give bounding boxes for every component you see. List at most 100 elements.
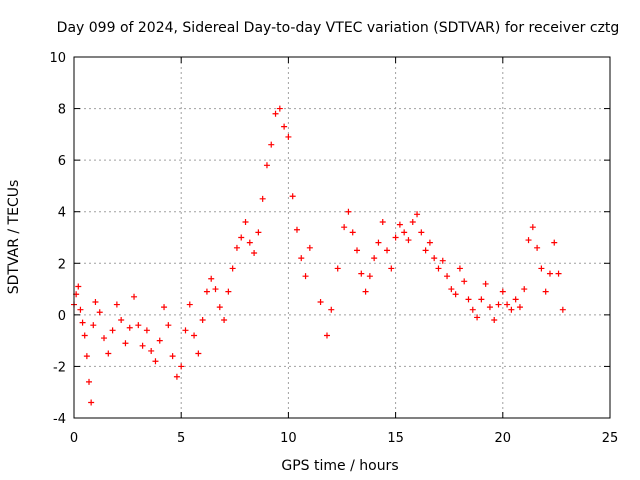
y-tick-label: -4 xyxy=(53,412,66,427)
x-tick-label: 25 xyxy=(602,431,619,446)
y-tick-label: 8 xyxy=(58,103,66,118)
x-axis-label: GPS time / hours xyxy=(281,458,398,474)
data-point xyxy=(328,306,335,313)
data-point xyxy=(444,273,451,280)
data-point xyxy=(165,322,172,329)
data-point xyxy=(525,237,532,244)
data-point xyxy=(542,288,549,295)
data-point xyxy=(182,327,189,334)
data-point xyxy=(546,270,553,277)
data-point xyxy=(75,283,82,290)
y-axis-label: SDTVAR / TECUs xyxy=(6,180,22,295)
data-point xyxy=(448,286,455,293)
data-point xyxy=(289,193,296,200)
data-point xyxy=(426,239,433,246)
data-point xyxy=(101,335,108,342)
data-point xyxy=(345,208,352,215)
data-point xyxy=(298,255,305,262)
y-tick-label: 0 xyxy=(58,309,66,324)
data-point xyxy=(431,255,438,262)
x-tick-label: 20 xyxy=(495,431,512,446)
data-point xyxy=(512,296,519,303)
data-point xyxy=(152,358,159,365)
data-point xyxy=(362,288,369,295)
data-point xyxy=(538,265,545,272)
data-point xyxy=(371,255,378,262)
data-point xyxy=(465,296,472,303)
data-point xyxy=(384,247,391,254)
data-point xyxy=(551,239,558,246)
data-point xyxy=(293,226,300,233)
data-point xyxy=(246,239,253,246)
plot-frame xyxy=(73,56,611,419)
data-point xyxy=(90,322,97,329)
data-point xyxy=(92,298,99,305)
data-point xyxy=(435,265,442,272)
data-point xyxy=(409,219,416,226)
data-point xyxy=(255,229,262,236)
x-tick-label: 10 xyxy=(280,431,297,446)
data-point xyxy=(251,249,258,256)
data-point xyxy=(148,347,155,354)
data-point xyxy=(135,322,142,329)
data-point xyxy=(161,304,168,311)
data-point xyxy=(113,301,120,308)
data-point xyxy=(482,280,489,287)
data-point xyxy=(474,314,481,321)
data-point xyxy=(529,224,536,231)
data-point xyxy=(77,306,84,313)
data-point xyxy=(306,244,313,251)
data-point xyxy=(396,221,403,228)
data-layer xyxy=(71,105,566,406)
data-point xyxy=(86,378,93,385)
data-point xyxy=(143,327,150,334)
data-point xyxy=(225,288,232,295)
y-tick-label: 10 xyxy=(49,51,66,66)
data-point xyxy=(534,244,541,251)
data-point xyxy=(452,291,459,298)
data-point xyxy=(354,247,361,254)
data-point xyxy=(334,265,341,272)
tick-layer: 0 5 10 15 20 25 -4 -2 0 2 4 6 8 10 xyxy=(49,51,618,446)
data-point xyxy=(88,399,95,406)
data-point xyxy=(81,332,88,339)
data-point xyxy=(341,224,348,231)
data-point xyxy=(122,340,129,347)
data-point xyxy=(216,304,223,311)
data-point xyxy=(276,105,283,112)
data-point xyxy=(521,286,528,293)
data-point xyxy=(366,273,373,280)
data-point xyxy=(109,327,116,334)
data-point xyxy=(495,301,502,308)
series-cztg xyxy=(71,105,566,406)
data-point xyxy=(212,286,219,293)
data-point xyxy=(126,324,133,331)
x-tick-label: 5 xyxy=(177,431,185,446)
chart-title: Day 099 of 2024, Sidereal Day-to-day VTE… xyxy=(57,20,620,36)
data-point xyxy=(323,332,330,339)
data-point xyxy=(208,275,215,282)
data-point xyxy=(169,353,176,360)
data-point xyxy=(405,237,412,244)
data-point xyxy=(401,229,408,236)
data-point xyxy=(516,304,523,311)
data-point xyxy=(186,301,193,308)
data-point xyxy=(79,319,86,326)
data-point xyxy=(83,353,90,360)
data-point xyxy=(491,317,498,324)
data-point xyxy=(469,306,476,313)
data-point xyxy=(388,265,395,272)
data-point xyxy=(195,350,202,357)
data-point xyxy=(379,219,386,226)
data-point xyxy=(259,195,266,202)
y-tick-label: 6 xyxy=(58,154,66,169)
data-point xyxy=(96,309,103,316)
data-point xyxy=(508,306,515,313)
data-point xyxy=(242,219,249,226)
data-point xyxy=(229,265,236,272)
y-tick-label: 4 xyxy=(58,206,66,221)
x-tick-label: 15 xyxy=(387,431,404,446)
x-tick-label: 0 xyxy=(70,431,78,446)
data-point xyxy=(375,239,382,246)
